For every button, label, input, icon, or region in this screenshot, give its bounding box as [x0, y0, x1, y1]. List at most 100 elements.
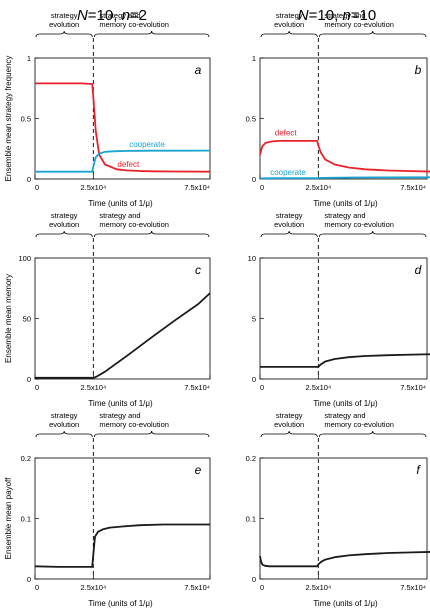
phase-label-left-line1: strategy — [276, 411, 303, 420]
brace-coevolution — [318, 30, 427, 38]
x-tick-label: 2.5x10⁴ — [305, 383, 331, 392]
phase-label-left-line1: strategy — [51, 211, 78, 220]
panel-letter: d — [415, 263, 422, 277]
brace-coevolution — [93, 30, 210, 38]
y-tick-label: 10 — [248, 254, 256, 263]
x-axis-label: Time (units of 1/μ) — [313, 199, 378, 208]
series-line — [34, 523, 210, 568]
y-tick-label: 0.5 — [246, 115, 256, 124]
phase-label-left-line2: evolution — [49, 220, 79, 229]
panel-letter: f — [416, 463, 421, 477]
svg-text:N=10, n=2: N=10, n=2 — [77, 7, 147, 24]
plot-frame — [34, 257, 211, 380]
x-tick-label: 7.5x10⁴ — [184, 383, 210, 392]
x-tick-label: 0 — [35, 383, 39, 392]
x-tick-label: 7.5x10⁴ — [184, 583, 210, 592]
phase-label-right-line2: memory co-evolution — [99, 220, 169, 229]
series-line-defect — [259, 139, 430, 173]
phase-label-right-line1: strategy and — [99, 11, 140, 20]
phase-label-left-line2: evolution — [274, 420, 304, 429]
phase-label-right-line1: strategy and — [99, 211, 140, 220]
x-tick-label: 7.5x10⁴ — [400, 183, 426, 192]
phase-label-left-line2: evolution — [274, 20, 304, 29]
y-tick-label: 0.5 — [21, 115, 31, 124]
y-axis-label: Ensemble mean payoff — [4, 477, 13, 559]
phase-label-left-line1: strategy — [276, 211, 303, 220]
y-tick-label: 0 — [252, 575, 256, 584]
phase-label-left-line1: strategy — [51, 411, 78, 420]
series-label-cooperate: cooperate — [129, 140, 165, 149]
y-tick-label: 1 — [252, 54, 256, 63]
y-tick-label: 0.2 — [21, 454, 31, 463]
brace-strategy-evolution — [260, 230, 318, 238]
phase-label-left-line1: strategy — [276, 11, 303, 20]
brace-coevolution — [318, 430, 427, 438]
phase-label-right-line2: memory co-evolution — [324, 420, 394, 429]
svg-text:N=10, n=10: N=10, n=10 — [298, 7, 376, 24]
phase-label-right-line2: memory co-evolution — [324, 220, 394, 229]
series-line — [259, 551, 430, 568]
brace-strategy-evolution — [35, 30, 93, 38]
x-axis-label: Time (units of 1/μ) — [88, 599, 153, 608]
brace-strategy-evolution — [35, 230, 93, 238]
panel-letter: b — [415, 63, 422, 77]
y-tick-label: 1 — [27, 54, 31, 63]
brace-coevolution — [93, 430, 210, 438]
column-title-left: N=10, n=2 — [77, 7, 147, 24]
x-tick-label: 2.5x10⁴ — [305, 583, 331, 592]
plot-frame — [259, 457, 428, 580]
phase-label-right-line1: strategy and — [324, 411, 365, 420]
plot-frame — [259, 57, 428, 180]
y-tick-label: 50 — [23, 315, 31, 324]
brace-coevolution — [93, 230, 210, 238]
x-tick-label: 0 — [260, 383, 264, 392]
series-line-cooperate — [259, 176, 430, 180]
y-tick-label: 0 — [252, 175, 256, 184]
phase-label-right-line2: memory co-evolution — [99, 20, 169, 29]
plot-frame — [259, 257, 428, 380]
x-axis-label: Time (units of 1/μ) — [313, 599, 378, 608]
series-line-defect — [35, 82, 211, 173]
panel-letter: c — [195, 263, 201, 277]
brace-strategy-evolution — [35, 430, 93, 438]
y-axis-label: Ensemble mean strategy frequency — [4, 56, 13, 182]
y-tick-label: 0.1 — [246, 515, 256, 524]
x-tick-label: 7.5x10⁴ — [184, 183, 210, 192]
x-tick-label: 7.5x10⁴ — [400, 583, 426, 592]
series-line — [260, 353, 430, 368]
phase-label-left-line2: evolution — [49, 20, 79, 29]
phase-label-right-line1: strategy and — [324, 11, 365, 20]
brace-coevolution — [318, 230, 427, 238]
x-axis-label: Time (units of 1/μ) — [88, 399, 153, 408]
x-tick-label: 2.5x10⁴ — [305, 183, 331, 192]
series-label-cooperate: cooperate — [270, 168, 306, 177]
x-tick-label: 7.5x10⁴ — [400, 383, 426, 392]
x-tick-label: 0 — [35, 183, 39, 192]
y-tick-label: 100 — [18, 254, 31, 263]
y-tick-label: 5 — [252, 315, 256, 324]
x-tick-label: 0 — [260, 183, 264, 192]
x-tick-label: 2.5x10⁴ — [80, 183, 106, 192]
phase-label-left-line2: evolution — [274, 220, 304, 229]
phase-label-left-line2: evolution — [49, 420, 79, 429]
column-title-right: N=10, n=10 — [298, 7, 376, 24]
phase-label-right-line2: memory co-evolution — [324, 20, 394, 29]
series-line-cooperate — [35, 149, 211, 173]
series-label-defect: defect — [275, 128, 298, 137]
x-tick-label: 2.5x10⁴ — [80, 583, 106, 592]
y-tick-label: 0.1 — [21, 515, 31, 524]
phase-label-right-line2: memory co-evolution — [99, 420, 169, 429]
y-tick-label: 0 — [252, 375, 256, 384]
phase-label-right-line1: strategy and — [99, 411, 140, 420]
y-tick-label: 0 — [27, 375, 31, 384]
x-axis-label: Time (units of 1/μ) — [313, 399, 378, 408]
series-line — [35, 292, 211, 379]
y-axis-label: Ensemble mean memory — [4, 274, 13, 363]
